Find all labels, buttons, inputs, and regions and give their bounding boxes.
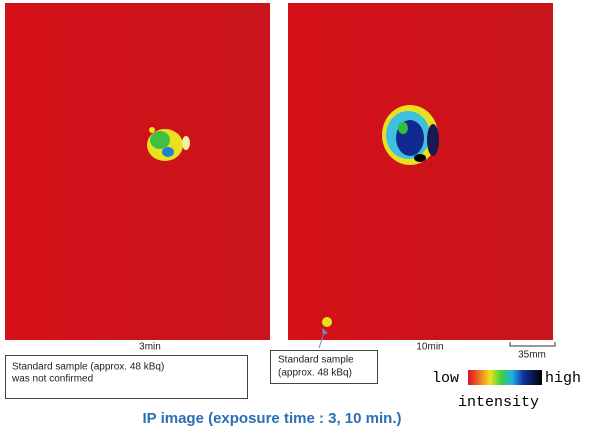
- hotspot-right: [322, 105, 439, 327]
- ip-image-left: [5, 3, 270, 340]
- note-text: Standard sample: [278, 355, 354, 366]
- panel-label: 10min: [416, 342, 443, 353]
- arrow-head: [322, 328, 328, 335]
- hotspot-left: [147, 127, 190, 161]
- colorbar-high: high: [545, 370, 581, 387]
- caption: IP image (exposure time : 3, 10 min.): [143, 410, 402, 427]
- colorbar: [468, 370, 542, 385]
- note-text: Standard sample (approx. 48 kBq): [12, 362, 164, 373]
- colorbar-low: low: [432, 370, 459, 387]
- note-text: (approx. 48 kBq): [278, 368, 352, 379]
- scale-bar: [509, 342, 556, 347]
- note-text: was not confirmed: [11, 374, 93, 385]
- ip-image-right: [288, 3, 553, 340]
- note-box: [270, 350, 378, 384]
- colorbar-caption: intensity: [458, 394, 539, 411]
- note-box: [5, 355, 248, 399]
- panel-label: 3min: [139, 342, 161, 353]
- scale-label: 35mm: [518, 350, 546, 361]
